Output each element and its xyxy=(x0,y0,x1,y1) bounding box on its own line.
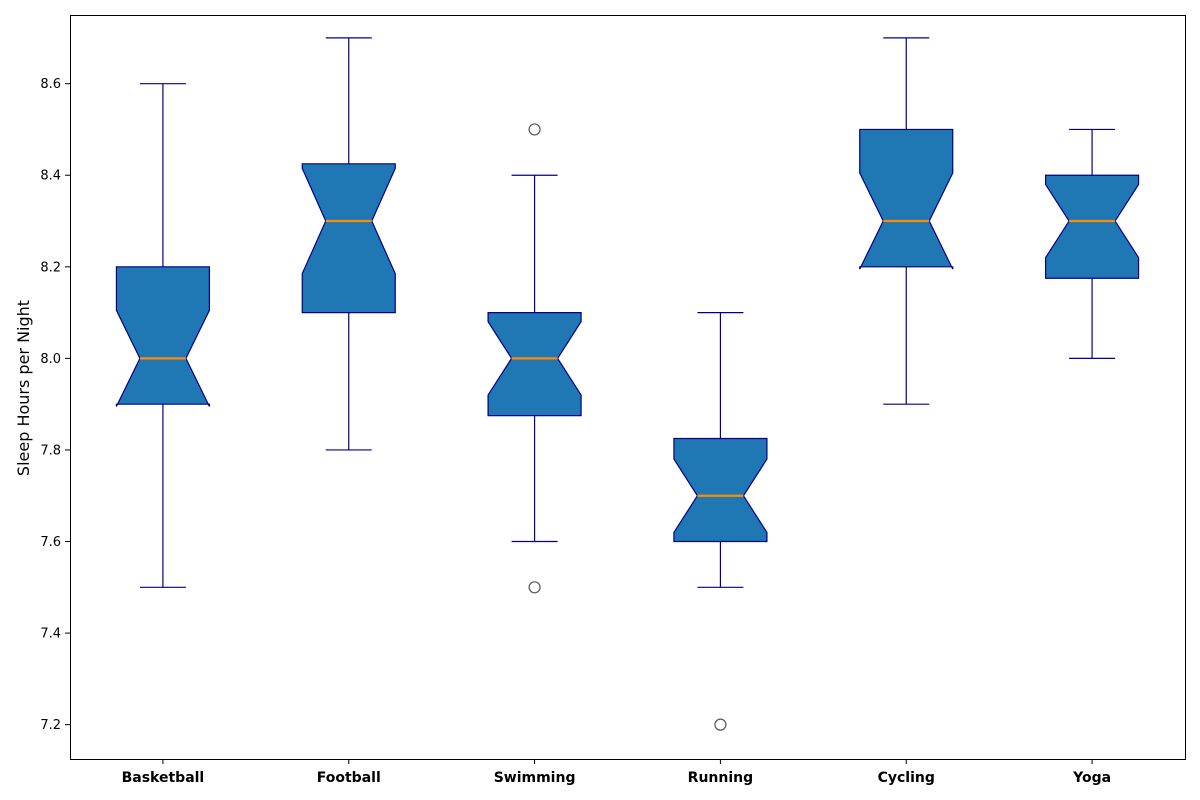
box-basketball xyxy=(115,83,211,588)
box-cycling xyxy=(859,37,954,405)
y-tick-label: 8.6 xyxy=(40,77,61,92)
outlier-point xyxy=(714,718,727,731)
box-body xyxy=(859,128,954,270)
x-tick-label: Yoga xyxy=(1072,770,1111,786)
y-tick-label: 7.4 xyxy=(40,627,61,642)
y-tick-label: 8.0 xyxy=(40,352,61,367)
box-body xyxy=(673,437,768,543)
y-tick-label: 8.2 xyxy=(40,260,61,275)
y-axis-title: Sleep Hours per Night xyxy=(14,300,33,476)
plot-layer xyxy=(115,37,1140,731)
box-yoga xyxy=(1044,128,1140,359)
y-tick-label: 7.2 xyxy=(40,718,61,733)
box-body xyxy=(1044,174,1140,279)
x-tick-label: Running xyxy=(688,770,753,786)
y-axis: 7.2 7.4 7.6 7.8 8.0 8.2 8.4 8.6 xyxy=(40,77,70,733)
outlier-point xyxy=(528,581,541,594)
box-body xyxy=(115,266,211,407)
y-tick-label: 7.6 xyxy=(40,535,61,550)
x-tick-label: Football xyxy=(317,770,381,786)
box-body xyxy=(487,312,582,417)
x-tick-label: Cycling xyxy=(878,770,935,786)
y-tick-label: 8.4 xyxy=(40,169,61,184)
box-body xyxy=(301,163,396,314)
box-running xyxy=(673,312,768,731)
x-axis: Basketball Football Swimming Running Cycling… xyxy=(122,759,1111,786)
outlier-point xyxy=(528,123,541,136)
x-tick-label: Basketball xyxy=(122,770,205,786)
box-football xyxy=(301,37,396,451)
box-swimming xyxy=(487,123,582,594)
plot-area-frame xyxy=(70,15,1186,760)
x-tick-label: Swimming xyxy=(494,770,576,786)
y-tick-label: 7.8 xyxy=(40,443,61,458)
